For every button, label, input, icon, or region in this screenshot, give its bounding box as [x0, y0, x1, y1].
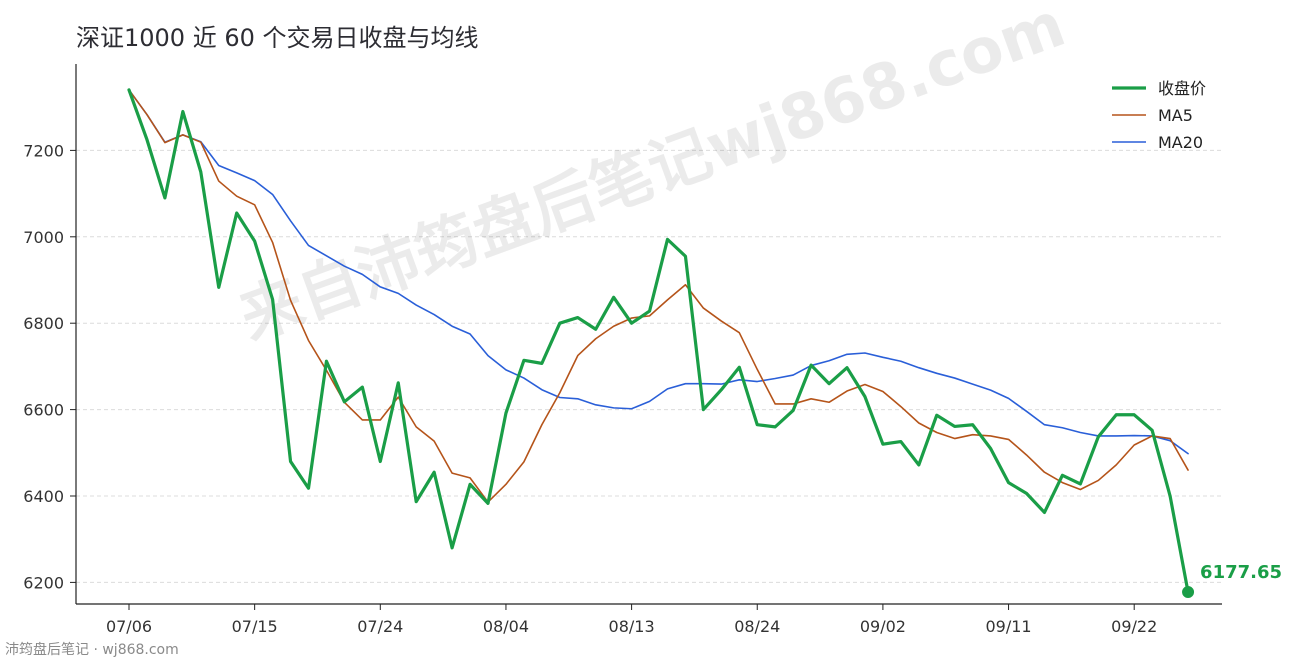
series-line-close [127, 88, 1190, 594]
y-axis: 6200 6400 6600 6800 7000 7200 [23, 64, 77, 604]
x-tick-label: 07/06 [106, 617, 152, 636]
y-tick-label: 6200 [23, 573, 64, 592]
y-tick-label: 6600 [23, 401, 64, 420]
y-tick-label: 6400 [23, 487, 64, 506]
series-line-ma5 [128, 89, 1189, 503]
legend-label: 收盘价 [1158, 79, 1206, 98]
end-value-label: 6177.65 [1200, 562, 1282, 583]
x-tick-label: 09/02 [860, 617, 906, 636]
x-tick-label: 08/04 [483, 617, 529, 636]
y-tick-label: 6800 [23, 314, 64, 333]
plot-series: 6177.65 [127, 88, 1282, 599]
x-tick-label: 09/11 [985, 617, 1031, 636]
end-point-marker [1182, 586, 1195, 599]
chart-title: 深证1000 近 60 个交易日收盘与均线 [76, 24, 479, 52]
legend-label: MA20 [1158, 133, 1203, 152]
footer-credit: 沛筠盘后笔记 · wj868.com [5, 641, 179, 658]
gridlines [76, 149, 1222, 583]
x-tick-label: 08/13 [609, 617, 655, 636]
x-tick-label: 08/24 [734, 617, 780, 636]
x-tick-label: 07/15 [232, 617, 278, 636]
legend-label: MA5 [1158, 106, 1193, 125]
series-line-ma20 [128, 89, 1189, 455]
legend: 收盘价 MA5 MA20 [1112, 79, 1206, 152]
x-tick-label: 07/24 [357, 617, 403, 636]
x-axis: 07/06 07/15 07/24 08/04 08/13 08/24 09/02 09/11… [76, 603, 1222, 636]
x-tick-label: 09/22 [1111, 617, 1157, 636]
y-tick-label: 7200 [23, 141, 64, 160]
y-tick-label: 7000 [23, 228, 64, 247]
